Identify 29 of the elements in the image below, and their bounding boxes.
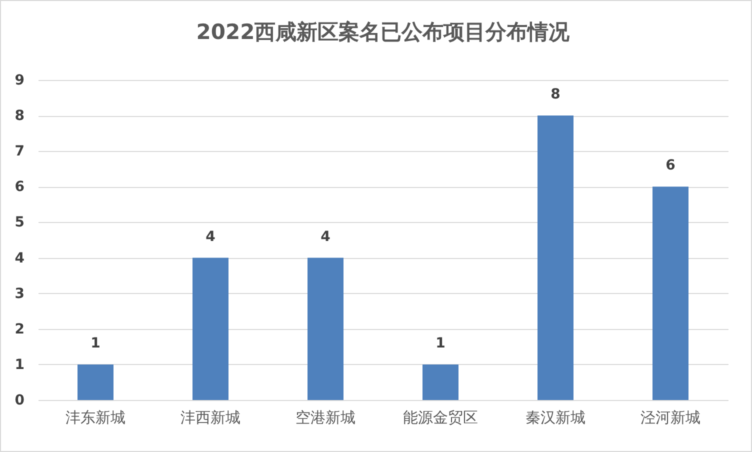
data-label: 4 <box>320 228 331 245</box>
y-tick-label: 8 <box>14 108 24 124</box>
bar <box>192 258 228 400</box>
y-tick-label: 0 <box>14 392 25 408</box>
x-tick-label: 能源金贸区 <box>403 408 478 426</box>
bar <box>538 116 574 400</box>
bar <box>78 364 114 400</box>
x-tick-label: 空港新城 <box>296 408 356 426</box>
y-tick-label: 6 <box>14 179 24 196</box>
data-label: 6 <box>666 158 676 174</box>
y-tick-label: 3 <box>14 286 24 302</box>
data-label: 8 <box>550 86 560 103</box>
x-tick-label: 泾河新城 <box>640 408 700 426</box>
y-tick-label: 7 <box>14 144 24 160</box>
y-tick-label: 9 <box>14 72 24 88</box>
bar <box>652 186 688 400</box>
data-label: 1 <box>90 335 100 352</box>
y-tick-label: 4 <box>14 250 25 266</box>
chart-title: 2022西咸新区案名已公布项目分布情况 <box>196 20 571 44</box>
data-label: 1 <box>436 335 446 352</box>
y-tick-label: 5 <box>14 214 24 231</box>
x-tick-label: 秦汉新城 <box>526 408 586 426</box>
data-label: 4 <box>206 228 216 245</box>
bar <box>422 364 458 400</box>
x-tick-label: 沣西新城 <box>180 408 240 426</box>
y-tick-label: 2 <box>14 321 24 338</box>
y-tick-label: 1 <box>14 356 24 373</box>
bar <box>308 258 344 400</box>
x-tick-label: 沣东新城 <box>66 408 126 426</box>
